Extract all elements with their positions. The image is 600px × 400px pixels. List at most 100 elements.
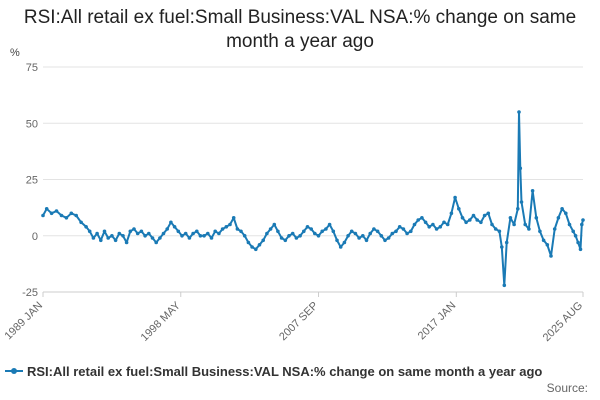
data-point[interactable] bbox=[91, 236, 96, 240]
data-point[interactable] bbox=[228, 222, 232, 227]
data-point[interactable] bbox=[442, 220, 446, 225]
data-point[interactable] bbox=[242, 234, 247, 238]
data-point[interactable] bbox=[261, 238, 266, 243]
data-point[interactable] bbox=[231, 216, 236, 220]
data-point[interactable] bbox=[224, 225, 229, 229]
data-point[interactable] bbox=[479, 220, 483, 225]
data-point[interactable] bbox=[383, 238, 387, 243]
data-point[interactable] bbox=[320, 229, 325, 234]
data-point[interactable] bbox=[220, 227, 225, 231]
data-point[interactable] bbox=[150, 236, 155, 240]
data-point[interactable] bbox=[541, 238, 546, 243]
data-point[interactable] bbox=[268, 227, 273, 231]
data-point[interactable] bbox=[41, 213, 45, 218]
data-point[interactable] bbox=[265, 231, 269, 236]
data-point[interactable] bbox=[59, 213, 64, 218]
data-point[interactable] bbox=[578, 247, 583, 252]
data-point[interactable] bbox=[449, 211, 454, 216]
data-point[interactable] bbox=[110, 234, 114, 238]
data-point[interactable] bbox=[44, 207, 49, 211]
data-point[interactable] bbox=[64, 216, 69, 220]
data-point[interactable] bbox=[147, 231, 151, 236]
data-point[interactable] bbox=[191, 231, 195, 236]
data-point[interactable] bbox=[195, 229, 199, 234]
data-point[interactable] bbox=[519, 200, 524, 204]
data-point[interactable] bbox=[527, 227, 531, 231]
data-point[interactable] bbox=[493, 227, 498, 231]
data-point[interactable] bbox=[128, 229, 133, 234]
data-point[interactable] bbox=[504, 240, 509, 245]
data-point[interactable] bbox=[423, 220, 428, 225]
data-point[interactable] bbox=[349, 229, 354, 234]
data-point[interactable] bbox=[169, 220, 173, 225]
data-point[interactable] bbox=[313, 231, 317, 236]
data-point[interactable] bbox=[573, 234, 578, 238]
data-point[interactable] bbox=[512, 222, 516, 227]
data-point[interactable] bbox=[298, 234, 302, 238]
data-point[interactable] bbox=[412, 222, 417, 227]
data-point[interactable] bbox=[117, 231, 122, 236]
data-point[interactable] bbox=[121, 234, 125, 238]
data-point[interactable] bbox=[69, 211, 74, 216]
data-point[interactable] bbox=[368, 231, 373, 236]
data-point[interactable] bbox=[409, 229, 413, 234]
data-point[interactable] bbox=[379, 234, 384, 238]
data-point[interactable] bbox=[500, 245, 504, 249]
data-point[interactable] bbox=[217, 231, 221, 236]
data-point[interactable] bbox=[564, 211, 568, 216]
data-point[interactable] bbox=[538, 229, 542, 234]
data-point[interactable] bbox=[453, 195, 457, 200]
data-point[interactable] bbox=[324, 227, 328, 231]
data-point[interactable] bbox=[364, 238, 369, 243]
data-point[interactable] bbox=[416, 218, 421, 222]
data-point[interactable] bbox=[290, 231, 295, 236]
data-point[interactable] bbox=[490, 222, 494, 227]
data-point[interactable] bbox=[79, 220, 83, 225]
data-point[interactable] bbox=[516, 207, 520, 211]
data-point[interactable] bbox=[279, 236, 284, 240]
data-point[interactable] bbox=[84, 225, 88, 229]
data-point[interactable] bbox=[257, 243, 262, 247]
data-point[interactable] bbox=[482, 213, 487, 218]
data-point[interactable] bbox=[427, 225, 432, 229]
data-point[interactable] bbox=[287, 234, 291, 238]
data-point[interactable] bbox=[161, 231, 166, 236]
data-point[interactable] bbox=[576, 240, 580, 245]
data-point[interactable] bbox=[54, 209, 59, 213]
data-point[interactable] bbox=[361, 234, 365, 238]
data-point[interactable] bbox=[183, 231, 188, 236]
data-point[interactable] bbox=[518, 166, 523, 171]
data-point[interactable] bbox=[250, 245, 254, 249]
data-point[interactable] bbox=[113, 238, 118, 243]
data-point[interactable] bbox=[502, 283, 507, 288]
data-point[interactable] bbox=[302, 229, 306, 234]
data-point[interactable] bbox=[567, 222, 572, 227]
data-point[interactable] bbox=[486, 211, 491, 216]
data-point[interactable] bbox=[165, 227, 169, 231]
data-point[interactable] bbox=[357, 236, 361, 240]
data-point[interactable] bbox=[335, 238, 339, 243]
data-point[interactable] bbox=[457, 207, 461, 211]
data-point[interactable] bbox=[316, 234, 321, 238]
data-point[interactable] bbox=[187, 236, 192, 240]
data-point[interactable] bbox=[397, 225, 402, 229]
data-point[interactable] bbox=[342, 240, 347, 245]
data-point[interactable] bbox=[254, 247, 258, 252]
data-point[interactable] bbox=[49, 211, 54, 216]
data-point[interactable] bbox=[124, 240, 129, 245]
data-point[interactable] bbox=[523, 222, 527, 227]
data-point[interactable] bbox=[580, 222, 584, 227]
data-point[interactable] bbox=[198, 234, 203, 238]
data-point[interactable] bbox=[95, 231, 99, 236]
data-point[interactable] bbox=[372, 227, 376, 231]
data-point[interactable] bbox=[272, 222, 277, 227]
data-point[interactable] bbox=[206, 231, 210, 236]
data-point[interactable] bbox=[386, 236, 391, 240]
data-point[interactable] bbox=[560, 207, 564, 211]
data-point[interactable] bbox=[276, 229, 280, 234]
data-point[interactable] bbox=[143, 234, 147, 238]
data-point[interactable] bbox=[549, 254, 553, 258]
data-point[interactable] bbox=[420, 216, 424, 220]
data-point[interactable] bbox=[132, 227, 136, 231]
data-point[interactable] bbox=[394, 229, 398, 234]
